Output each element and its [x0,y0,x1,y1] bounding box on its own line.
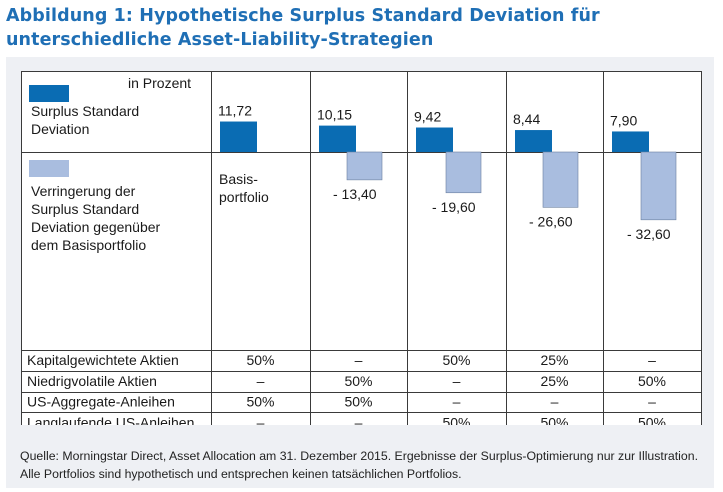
data-label-surplus-sd: 10,15 [317,107,352,123]
table-cell: – [355,352,363,368]
data-label-surplus-sd: 7,90 [610,112,637,128]
legend-label-light: Verringerung der [31,183,136,199]
table-cell: 50% [246,352,274,368]
table-cell: – [355,414,363,425]
table-cell: – [257,414,265,425]
data-label-surplus-sd: 11,72 [218,103,252,119]
legend-swatch-light [29,160,69,177]
bar-surplus-sd [515,130,552,152]
legend-label-light: Surplus Standard [31,201,139,217]
bar-reduction [542,151,579,208]
legend-swatch-dark [29,85,69,102]
bar-reduction [640,151,677,221]
table-cell: 50% [344,394,372,410]
bar-surplus-sd [416,127,453,152]
source-note: Quelle: Morningstar Direct, Asset Alloca… [20,449,699,481]
bar-surplus-sd [612,131,649,152]
table-cell: – [648,394,656,410]
data-label-reduction: - 26,60 [529,213,573,229]
table-cell: – [257,373,265,389]
bar-surplus-sd [220,121,257,152]
table-cell: – [648,352,656,368]
table-cell: 50% [442,352,470,368]
table-cell: 50% [442,414,470,425]
table-row-label: Niedrigvolatile Aktien [27,373,157,389]
table-cell: – [453,394,461,410]
chart-title: Abbildung 1: Hypothetische Surplus Stand… [6,6,600,50]
legend-label-dark: Surplus Standard [31,103,139,119]
table-cell: 25% [540,352,568,368]
category-annotation: portfolio [219,189,269,205]
chart-svg: in Prozent Surplus Standard Deviation Verri… [22,72,701,425]
category-annotation: Basis- [219,171,258,187]
unit-label: in Prozent [128,75,191,91]
data-label-reduction: - 32,60 [627,226,671,242]
data-label-surplus-sd: 9,42 [414,109,441,125]
data-label-reduction: - 19,60 [432,199,476,215]
table-cell: 50% [344,373,372,389]
data-label-surplus-sd: 8,44 [513,111,540,127]
legend-label-light: Deviation gegenüber [31,219,161,235]
table-row-label: Langlaufende US-Anleihen [27,414,194,425]
table-cell: 50% [638,414,666,425]
table-row-label: Kapitalgewichtete Aktien [27,352,179,368]
table-cell: 25% [540,373,568,389]
table-row-label: US-Aggregate-Anleihen [27,394,175,410]
data-label-reduction: - 13,40 [333,186,377,202]
table-cell: 50% [246,394,274,410]
plot-area: in Prozent Surplus Standard Deviation Verri… [21,71,702,425]
legend-label-light: dem Basisportfolio [31,237,146,253]
bar-reduction [445,151,482,194]
legend-label-dark: Deviation [31,121,89,137]
table-cell: 50% [638,373,666,389]
table-cell: – [453,373,461,389]
table-cell: – [551,394,559,410]
table-cell: 50% [540,414,568,425]
bar-reduction [346,151,383,181]
bar-surplus-sd [319,125,356,152]
